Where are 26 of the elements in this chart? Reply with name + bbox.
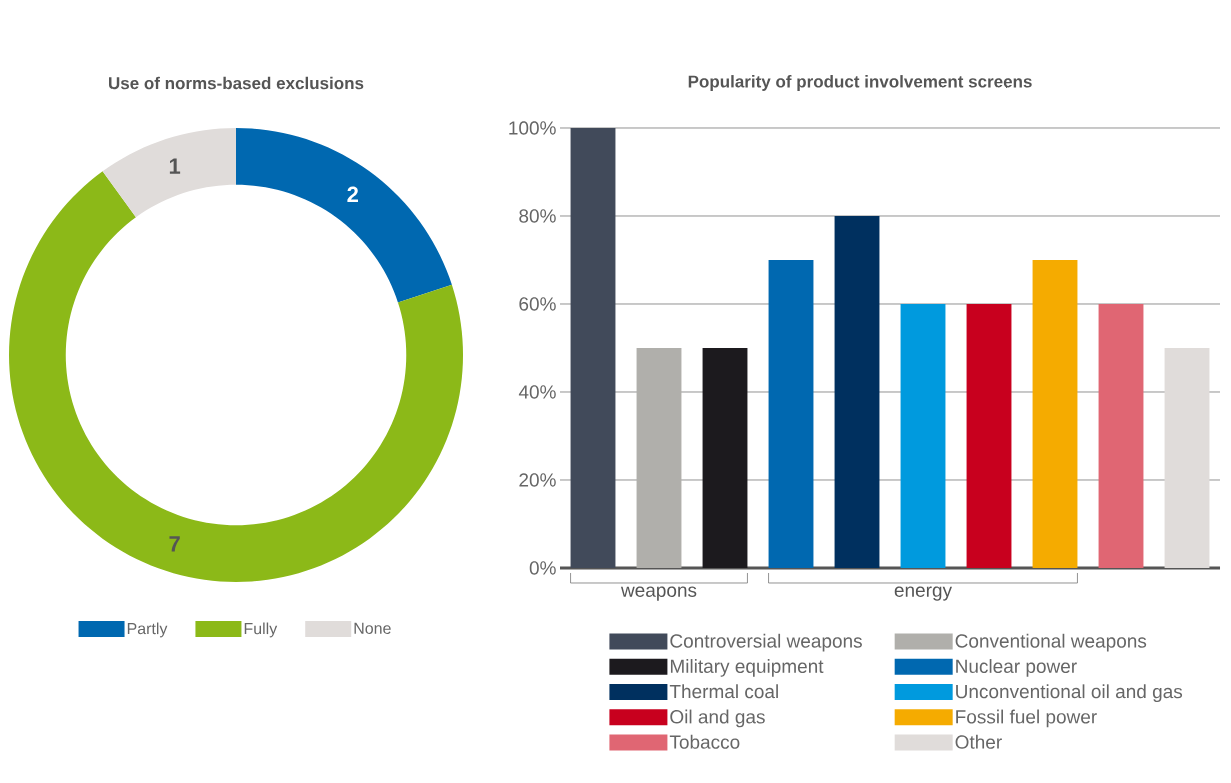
legend-label: Fossil fuel power <box>956 709 1097 728</box>
y-tick-label: 100% <box>509 121 556 135</box>
chart-title: Use of norms-based exclusions <box>109 76 364 90</box>
text: energy <box>894 586 952 601</box>
data-label: 1 <box>169 158 181 174</box>
legend-label: Fully <box>244 622 278 638</box>
text: weapons <box>620 586 697 601</box>
legend-label: None <box>354 622 391 634</box>
y-tick-label: 80% <box>519 209 556 223</box>
legend-label: Oil and gas <box>670 709 765 728</box>
legend-label: Conventional weapons <box>955 633 1147 652</box>
legend-label: Controversial weapons <box>670 633 862 652</box>
legend-label: Unconventional oil and gas <box>956 684 1183 703</box>
legend-label: Nuclear power <box>956 659 1077 677</box>
y-tick-label: 0% <box>529 561 556 575</box>
data-label: 7 <box>169 536 180 552</box>
y-tick-label: 20% <box>519 473 556 487</box>
legend-label: Partly <box>127 622 168 638</box>
chart-title: Popularity of product involvement screens <box>688 75 1032 91</box>
y-tick-label: 40% <box>518 385 556 399</box>
y-tick-label: 60% <box>519 297 556 311</box>
legend-label: Tobacco <box>669 734 740 749</box>
legend-label: Other <box>955 734 1002 749</box>
legend-label: Military equipment <box>670 659 824 677</box>
data-label: 2 <box>347 186 358 202</box>
legend-label: Thermal coal <box>669 684 778 699</box>
